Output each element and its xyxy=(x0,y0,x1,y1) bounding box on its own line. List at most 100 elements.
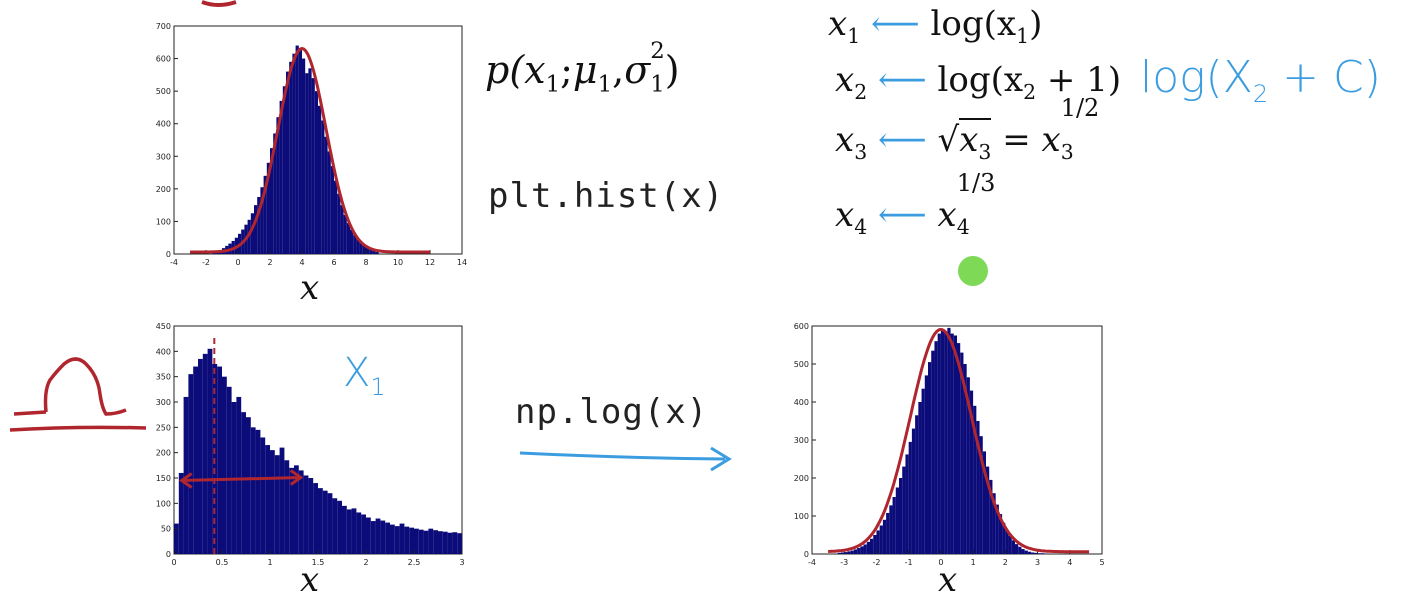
histogram-bar xyxy=(409,528,414,554)
histogram-bar xyxy=(1009,536,1012,554)
y-tick-label: 0 xyxy=(804,550,809,559)
x-tick-label: 0 xyxy=(235,258,240,267)
histogram-bar xyxy=(227,387,232,554)
cursor-dot xyxy=(958,256,988,286)
histogram-bar xyxy=(867,542,870,554)
histogram-bar xyxy=(951,334,954,554)
histogram-bar xyxy=(217,367,222,554)
histogram-bar xyxy=(1012,540,1015,554)
histogram-bar xyxy=(419,530,424,554)
histogram-bar xyxy=(318,488,323,554)
histogram-bar xyxy=(361,514,366,554)
x-tick-label: 0.5 xyxy=(216,558,229,567)
histogram-bar xyxy=(847,551,850,554)
left-arrow-icon: ⟵ xyxy=(871,4,920,44)
histogram-bar xyxy=(299,470,304,554)
histogram-bar xyxy=(1031,552,1034,554)
histogram-bar xyxy=(941,330,944,554)
y-tick-label: 500 xyxy=(794,360,809,369)
y-tick-label: 200 xyxy=(794,474,809,483)
x-tick-label: 12 xyxy=(425,258,435,267)
x-tick-label: 8 xyxy=(363,258,368,267)
histogram-bar xyxy=(331,166,334,254)
histogram-bar xyxy=(838,553,841,554)
handwritten-x1: X1 xyxy=(343,350,386,401)
left-arrow-icon: ⟵ xyxy=(878,60,927,100)
x-tick-label: 3 xyxy=(459,558,464,567)
histogram-bar xyxy=(340,205,343,254)
histogram-bar xyxy=(292,54,295,254)
histogram-bar xyxy=(880,526,883,555)
histogram-bar xyxy=(324,137,327,254)
histogram-bar xyxy=(193,367,198,554)
transform-row-1: x1 ⟵ log(x1) xyxy=(828,4,1042,48)
histogram-bar xyxy=(452,532,457,554)
handwritten-log-x2-plus-c: log(X2 + C) xyxy=(1140,52,1381,108)
y-tick-label: 300 xyxy=(156,152,171,161)
histogram-bar xyxy=(179,473,184,554)
x-tick-label: 14 xyxy=(457,258,467,267)
histogram-bar xyxy=(931,351,934,554)
histogram-bar xyxy=(222,377,227,554)
x-tick-label: 5 xyxy=(1099,558,1104,567)
histogram-bar xyxy=(886,513,889,554)
histogram-bar xyxy=(323,491,328,554)
y-tick-label: 200 xyxy=(156,449,171,458)
histogram-bar xyxy=(203,354,208,554)
histogram-bar xyxy=(371,521,376,554)
histogram-bar xyxy=(925,375,928,554)
y-tick-label: 500 xyxy=(156,87,171,96)
histogram-bar xyxy=(254,205,257,254)
x-tick-label: 3 xyxy=(1035,558,1040,567)
histogram-bar xyxy=(1015,544,1018,554)
histogram-bar xyxy=(236,397,241,554)
histogram-bar xyxy=(246,417,251,554)
histogram-bar xyxy=(928,362,931,554)
histogram-bar xyxy=(251,213,254,254)
histogram-bar xyxy=(174,524,179,554)
histogram-bar xyxy=(433,530,438,554)
y-tick-label: 400 xyxy=(156,120,171,129)
x-tick-label: -2 xyxy=(202,258,210,267)
y-tick-label: 600 xyxy=(156,55,171,64)
y-tick-label: 150 xyxy=(156,474,171,483)
histogram-bar xyxy=(414,529,419,554)
histogram-bar xyxy=(296,46,299,254)
histogram-bar xyxy=(938,334,941,554)
x-tick-label: 1 xyxy=(971,558,976,567)
histogram-bar xyxy=(289,62,292,254)
histogram-bar xyxy=(347,509,352,554)
histogram-bar xyxy=(860,546,863,554)
histogram-bar xyxy=(893,497,896,554)
histogram-bar xyxy=(1041,553,1044,554)
histogram-bar xyxy=(944,332,947,554)
histogram-bar xyxy=(337,194,340,254)
histogram-bar xyxy=(864,545,867,555)
histogram-bar xyxy=(337,501,342,554)
chart2-xlabel: x xyxy=(300,560,319,600)
code-plt-hist: plt.hist(x) xyxy=(488,176,724,216)
histogram-bar xyxy=(376,519,381,554)
x-tick-label: 2 xyxy=(267,258,272,267)
x-tick-label: -1 xyxy=(905,558,913,567)
x-tick-label: 2.5 xyxy=(408,558,421,567)
y-tick-label: 0 xyxy=(166,250,171,259)
histogram-bar xyxy=(328,493,333,554)
chart1-xlabel: x xyxy=(300,268,319,308)
histogram-bar xyxy=(251,427,256,554)
histogram-bar xyxy=(315,91,318,254)
histogram-bar xyxy=(308,478,313,554)
x-tick-label: 2 xyxy=(363,558,368,567)
histogram-bar xyxy=(912,429,915,554)
histogram-bar xyxy=(954,336,957,555)
x-tick-label: 2 xyxy=(1003,558,1008,567)
histogram-bar xyxy=(328,151,331,254)
x-tick-label: -3 xyxy=(840,558,848,567)
left-arrow-icon: ⟵ xyxy=(878,120,927,160)
y-tick-label: 50 xyxy=(161,525,171,534)
histogram-bar xyxy=(241,412,246,554)
histogram-bar xyxy=(188,374,193,554)
y-tick-label: 450 xyxy=(156,322,171,331)
